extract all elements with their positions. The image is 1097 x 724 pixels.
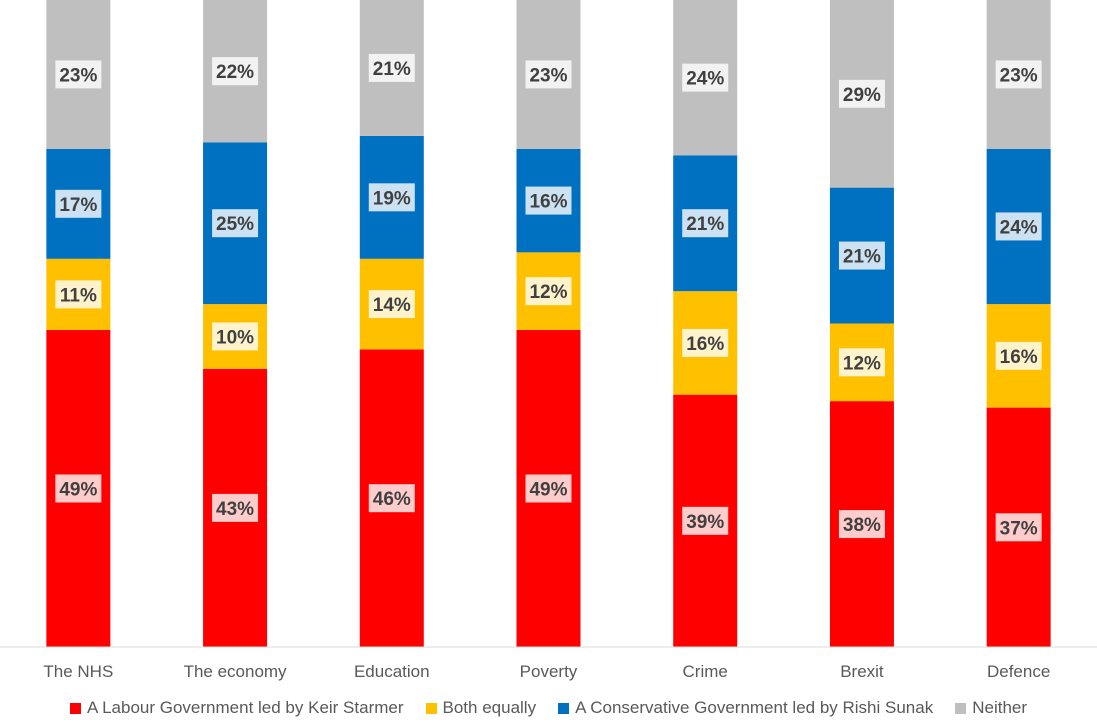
data-label-background [212, 493, 259, 522]
category-label: The economy [184, 662, 287, 681]
data-label: 38% [843, 515, 881, 536]
data-label-background [682, 328, 729, 357]
data-label: 43% [216, 499, 254, 520]
category-label: Education [354, 662, 430, 681]
bars-group: 49% 11% 17% 23% 43% 10% 25% 22% 46% 14% 19% 21% 49% 1… [46, 0, 1051, 647]
data-label-background [368, 183, 415, 212]
legend-label: A Conservative Government led by Rishi S… [575, 698, 934, 717]
data-label-background [525, 60, 572, 89]
data-label: 14% [373, 295, 411, 316]
data-label-background [995, 60, 1042, 89]
data-label-background [55, 189, 102, 218]
data-label: 10% [216, 327, 254, 348]
data-label: 11% [60, 285, 97, 306]
data-label: 21% [686, 214, 724, 235]
data-label: 22% [216, 62, 254, 83]
category-label: Crime [683, 662, 728, 681]
legend-swatch [69, 702, 81, 714]
data-label-background [212, 209, 259, 238]
category-label: Defence [987, 662, 1050, 681]
data-label-background [838, 348, 885, 377]
legend-label: A Labour Government led by Keir Starmer [86, 698, 404, 717]
data-label: 29% [843, 85, 881, 106]
data-label: 23% [529, 65, 567, 86]
data-label: 21% [843, 247, 881, 268]
data-label-background [838, 241, 885, 270]
data-label-background [682, 63, 729, 92]
data-label: 12% [843, 353, 881, 374]
data-label-background [682, 506, 729, 535]
data-label: 49% [529, 479, 567, 500]
data-label-background [55, 474, 102, 503]
data-label-background [525, 186, 572, 215]
legend: A Labour Government led by Keir Starmer B… [0, 696, 1097, 720]
data-label: 21% [373, 59, 411, 80]
data-label: 46% [373, 489, 411, 510]
data-label: 24% [1000, 217, 1038, 238]
data-label: 24% [686, 69, 724, 90]
data-label: 16% [686, 334, 724, 355]
legend-item: Neither [955, 698, 1027, 718]
data-label-background [368, 53, 415, 82]
legend-item: Both equally [425, 698, 537, 718]
data-label: 23% [59, 65, 97, 86]
data-label-background [368, 484, 415, 513]
category-label: Brexit [840, 662, 884, 681]
data-label: 12% [529, 282, 567, 303]
legend-label: Both equally [442, 698, 537, 717]
data-label: 16% [1000, 347, 1038, 368]
data-label: 17% [59, 195, 97, 216]
data-label-background [212, 322, 259, 351]
data-label-background [55, 280, 102, 309]
data-label-background [525, 474, 572, 503]
legend-item: A Conservative Government led by Rishi S… [558, 698, 933, 718]
data-label: 19% [373, 188, 411, 209]
data-label: 37% [1000, 518, 1038, 539]
data-label-background [525, 277, 572, 306]
legend-item: A Labour Government led by Keir Starmer [69, 698, 404, 718]
category-labels: The NHS The economy Education Poverty Crime B… [43, 662, 1050, 681]
legend-label: Neither [972, 698, 1028, 717]
data-label-background [682, 209, 729, 238]
data-label-background [995, 212, 1042, 241]
data-label: 25% [216, 214, 254, 235]
data-label: 23% [1000, 65, 1038, 86]
data-label-background [838, 79, 885, 108]
data-label: 39% [686, 512, 724, 533]
data-label-background [368, 290, 415, 319]
data-label-background [995, 341, 1042, 370]
category-label: The NHS [43, 662, 113, 681]
data-label-background [212, 57, 259, 86]
data-label-background [838, 510, 885, 539]
legend-swatch [425, 702, 437, 714]
legend-swatch [558, 702, 570, 714]
legend-swatch [955, 702, 967, 714]
data-label-background [55, 60, 102, 89]
data-label: 16% [529, 192, 567, 213]
category-label: Poverty [520, 662, 578, 681]
data-label: 49% [59, 479, 97, 500]
data-label-background [995, 513, 1042, 542]
